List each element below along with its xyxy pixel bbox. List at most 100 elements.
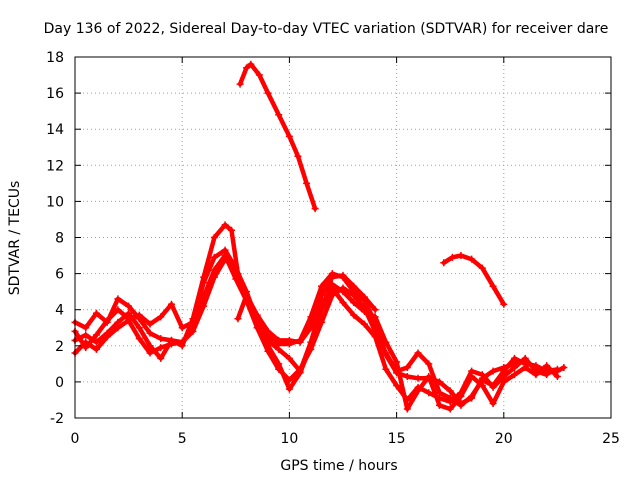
data-point [489, 282, 497, 290]
data-point [264, 89, 272, 97]
data-point [446, 405, 454, 413]
data-point [285, 336, 293, 344]
data-point [403, 372, 411, 380]
data-point [82, 331, 90, 339]
data-point [500, 300, 508, 308]
data-point [157, 354, 165, 362]
series-track-5 [235, 273, 378, 345]
data-point [200, 302, 208, 310]
data-point [178, 324, 186, 332]
data-point [146, 329, 154, 337]
data-point [210, 273, 218, 281]
data-point [425, 360, 433, 368]
data-point [275, 345, 283, 353]
data-point [103, 317, 111, 325]
data-point [92, 331, 100, 339]
data-point [253, 311, 261, 319]
y-tick-label: 16 [46, 86, 64, 102]
x-tick-label: 15 [388, 431, 406, 447]
data-point [189, 318, 197, 326]
data-point [210, 234, 218, 241]
data-point [157, 344, 165, 352]
data-point [414, 387, 422, 395]
data-point [403, 363, 411, 371]
data-point [92, 309, 100, 317]
data-point [234, 315, 242, 323]
data-point [294, 152, 302, 160]
data-point [511, 363, 519, 371]
data-point [275, 336, 283, 344]
data-point [360, 320, 368, 328]
data-point [157, 313, 165, 321]
data-point [232, 264, 240, 272]
data-point [339, 298, 347, 306]
data-point [318, 282, 326, 290]
y-tick-label: 0 [55, 375, 64, 391]
data-point [135, 324, 143, 332]
data-point [247, 60, 255, 68]
data-point [425, 372, 433, 380]
x-tick-label: 5 [178, 431, 187, 447]
data-point [511, 371, 519, 379]
data-point [296, 338, 304, 346]
data-point [382, 338, 390, 346]
tick-labels: 0 5 10 15 20 25 -2 0 2 4 6 8 10 12 14 16 18 [46, 50, 620, 447]
x-tick-label: 10 [280, 431, 298, 447]
data-point [92, 338, 100, 346]
data-point [339, 288, 347, 296]
data-point [468, 372, 476, 380]
data-point [393, 382, 401, 390]
series-track-upper-2 [441, 253, 507, 307]
x-tick-label: 25 [602, 431, 620, 447]
data-point [339, 271, 347, 279]
data-point [146, 342, 154, 350]
x-axis-label: GPS time / hours [280, 458, 397, 474]
data-point [553, 365, 561, 373]
data-point [125, 315, 133, 323]
data-point [125, 302, 133, 310]
data-point [221, 255, 229, 263]
data-point [360, 293, 368, 301]
data-point [371, 313, 379, 321]
ticks [74, 56, 612, 419]
data-point [414, 349, 422, 357]
data-point [448, 253, 456, 261]
data-point [303, 179, 311, 187]
data-point [414, 374, 422, 382]
data-point [382, 349, 390, 357]
y-tick-label: -2 [50, 411, 64, 427]
data-point [135, 335, 143, 343]
data-point [489, 367, 497, 375]
data-point [440, 259, 448, 267]
data-point [228, 226, 236, 234]
data-point [243, 291, 251, 299]
x-tick-label: 20 [495, 431, 513, 447]
data-point [285, 385, 293, 393]
y-tick-label: 8 [55, 231, 64, 247]
data-point [468, 392, 476, 400]
x-tick-label: 0 [71, 431, 80, 447]
y-tick-label: 18 [46, 50, 64, 66]
data-point [146, 349, 154, 357]
data-point [425, 389, 433, 397]
data-point [200, 279, 208, 287]
data-point [307, 324, 315, 332]
data-point [236, 80, 244, 88]
data-point [350, 311, 358, 319]
y-tick-label: 4 [55, 303, 64, 319]
y-tick-label: 2 [55, 339, 64, 355]
y-tick-label: 10 [46, 194, 64, 210]
data-point [92, 345, 100, 353]
data-point [82, 344, 90, 352]
data-point [264, 327, 272, 335]
data-point [553, 372, 561, 380]
series-layer [71, 60, 568, 413]
data-point [114, 295, 122, 303]
data-point [350, 291, 358, 299]
data-point [468, 255, 476, 263]
data-point [221, 246, 229, 254]
data-point [435, 401, 443, 409]
data-point [221, 221, 229, 229]
data-point [146, 320, 154, 328]
